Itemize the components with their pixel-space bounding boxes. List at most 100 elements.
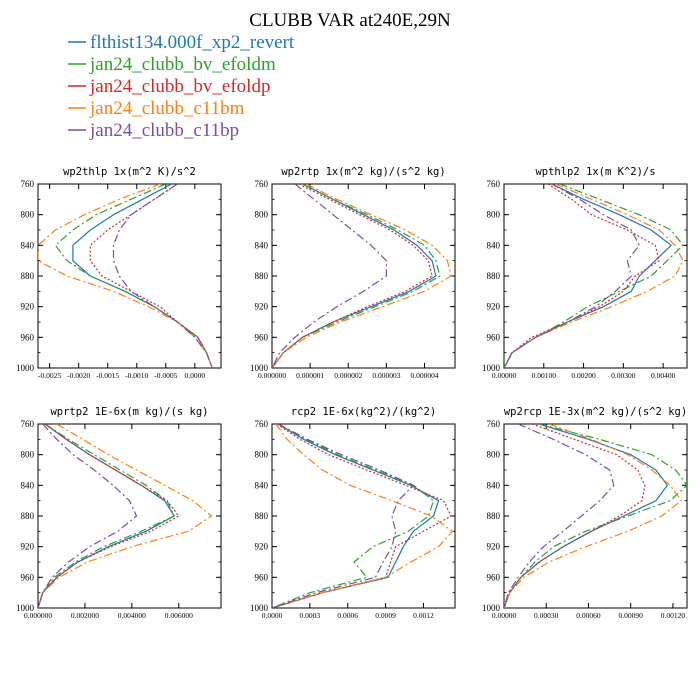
series-line xyxy=(504,424,615,608)
y-tick-label: 840 xyxy=(487,240,501,250)
legend-label: flthist134.000f_xp2_revert xyxy=(90,32,295,53)
y-tick-label: 800 xyxy=(21,210,35,220)
x-tick-label: -0.0020 xyxy=(67,371,90,380)
chart-panel: wprtp2 1E-6x(m kg)/(s kg) 760 800 840 880 920… xyxy=(16,406,222,620)
y-tick-label: 880 xyxy=(255,271,269,281)
y-tick-label: 760 xyxy=(487,419,501,429)
legend-label: jan24_clubb_c11bp xyxy=(89,120,239,141)
x-tick-label: 0.00400 xyxy=(651,371,676,380)
y-tick-label: 1000 xyxy=(482,363,501,373)
y-tick-label: 840 xyxy=(21,480,35,490)
chart-panel: wp2rtp 1x(m^2 kg)/(s^2 kg) 760 800 840 880 92… xyxy=(250,166,456,380)
series-line xyxy=(54,184,213,368)
series-line xyxy=(112,184,213,368)
legend-label: jan24_clubb_c11bm xyxy=(89,98,245,119)
x-tick-label: 0.00300 xyxy=(611,371,636,380)
chart-panel: rcp2 1E-6x(kg^2)/(kg^2) 760 800 840 880 920 96… xyxy=(250,406,456,620)
x-tick-label: 0.0003 xyxy=(300,611,321,620)
y-tick-label: 920 xyxy=(487,302,501,312)
y-tick-label: 800 xyxy=(21,450,35,460)
y-tick-label: 960 xyxy=(487,332,501,342)
series-line xyxy=(38,424,175,608)
y-tick-label: 760 xyxy=(21,179,35,189)
y-tick-label: 760 xyxy=(487,179,501,189)
y-tick-label: 1000 xyxy=(16,363,35,373)
x-tick-label: 0.0012 xyxy=(413,611,434,620)
series-group xyxy=(272,184,452,368)
x-tick-label: 0.00120 xyxy=(661,611,686,620)
panel-grid: wp2thlp 1x(m^2 K)/s^2 760 800 840 880 920 960 1… xyxy=(16,166,688,620)
y-tick-label: 880 xyxy=(487,511,501,521)
x-tick-label: 0.0006 xyxy=(337,611,358,620)
y-tick-label: 960 xyxy=(487,572,501,582)
panel-title: wpthlp2 1x(m K^2)/s xyxy=(535,166,655,178)
x-tick-label: 0.004000 xyxy=(118,611,146,620)
y-tick-label: 840 xyxy=(255,240,269,250)
y-tick-label: 1000 xyxy=(16,603,35,613)
x-tick-label: 0.00030 xyxy=(534,611,559,620)
series-line xyxy=(38,184,213,368)
series-line xyxy=(38,424,175,608)
x-tick-label: -0.0010 xyxy=(125,371,148,380)
x-tick-label: 0.000003 xyxy=(372,371,400,380)
series-group xyxy=(504,184,684,368)
series-line xyxy=(504,424,687,608)
x-tick-label: 0.00090 xyxy=(619,611,644,620)
y-tick-label: 800 xyxy=(487,450,501,460)
y-tick-label: 920 xyxy=(21,542,35,552)
panel-title: wp2rtp 1x(m^2 kg)/(s^2 kg) xyxy=(281,166,445,178)
legend: flthist134.000f_xp2_revertjan24_clubb_bv… xyxy=(68,32,295,141)
series-line xyxy=(72,184,213,368)
x-tick-label: 0.00000 xyxy=(492,611,517,620)
panel-title: wp2rcp 1E-3x(m^2 kg)/(s^2 kg) xyxy=(504,406,687,418)
x-tick-label: 0.000000 xyxy=(258,371,286,380)
panel-frame xyxy=(37,423,222,609)
x-tick-label: -0.0025 xyxy=(38,371,61,380)
x-tick-label: 0.00100 xyxy=(532,371,557,380)
y-tick-label: 840 xyxy=(21,240,35,250)
x-tick-label: -0.0005 xyxy=(154,371,177,380)
y-tick-label: 880 xyxy=(21,271,35,281)
panel-frame xyxy=(503,423,688,609)
series-line xyxy=(272,424,454,608)
y-tick-label: 1000 xyxy=(482,603,501,613)
series-line xyxy=(272,184,433,368)
y-tick-label: 800 xyxy=(255,210,269,220)
x-tick-label: 0.0009 xyxy=(375,611,396,620)
y-tick-label: 920 xyxy=(255,542,269,552)
panel-title: rcp2 1E-6x(kg^2)/(kg^2) xyxy=(291,406,436,418)
y-tick-label: 760 xyxy=(255,179,269,189)
y-tick-label: 760 xyxy=(21,419,35,429)
x-tick-label: 0.002000 xyxy=(71,611,99,620)
series-line xyxy=(504,184,660,368)
chart-panel: wpthlp2 1x(m K^2)/s 760 800 840 880 920 960 100… xyxy=(482,166,688,380)
x-tick-label: 0.00200 xyxy=(571,371,596,380)
y-tick-label: 1000 xyxy=(250,363,269,373)
y-tick-label: 800 xyxy=(487,210,501,220)
series-line xyxy=(504,184,684,368)
series-group xyxy=(504,424,687,608)
series-group xyxy=(38,424,213,608)
y-tick-label: 880 xyxy=(487,271,501,281)
x-tick-label: 0.00060 xyxy=(576,611,601,620)
legend-item: jan24_clubb_c11bm xyxy=(68,98,245,119)
legend-label: jan24_clubb_bv_efoldp xyxy=(89,76,270,97)
legend-label: jan24_clubb_bv_efoldm xyxy=(89,54,276,75)
y-tick-label: 920 xyxy=(487,542,501,552)
x-tick-label: 0.00000 xyxy=(492,371,517,380)
panel-title: wprtp2 1E-6x(m kg)/(s kg) xyxy=(50,406,208,418)
panel-frame xyxy=(37,183,222,369)
y-tick-label: 960 xyxy=(255,332,269,342)
chart-panel: wp2rcp 1E-3x(m^2 kg)/(s^2 kg)760 800 840 88… xyxy=(482,406,688,620)
y-tick-label: 800 xyxy=(255,450,269,460)
y-tick-label: 760 xyxy=(255,419,269,429)
page-title: CLUBB VAR at240E,29N xyxy=(249,10,451,31)
y-tick-label: 920 xyxy=(255,302,269,312)
x-tick-label: 0.000000 xyxy=(24,611,52,620)
series-line xyxy=(89,184,213,368)
series-line xyxy=(504,424,683,608)
series-line xyxy=(272,184,387,368)
y-tick-label: 880 xyxy=(255,511,269,521)
legend-item: jan24_clubb_bv_efoldp xyxy=(68,76,270,97)
